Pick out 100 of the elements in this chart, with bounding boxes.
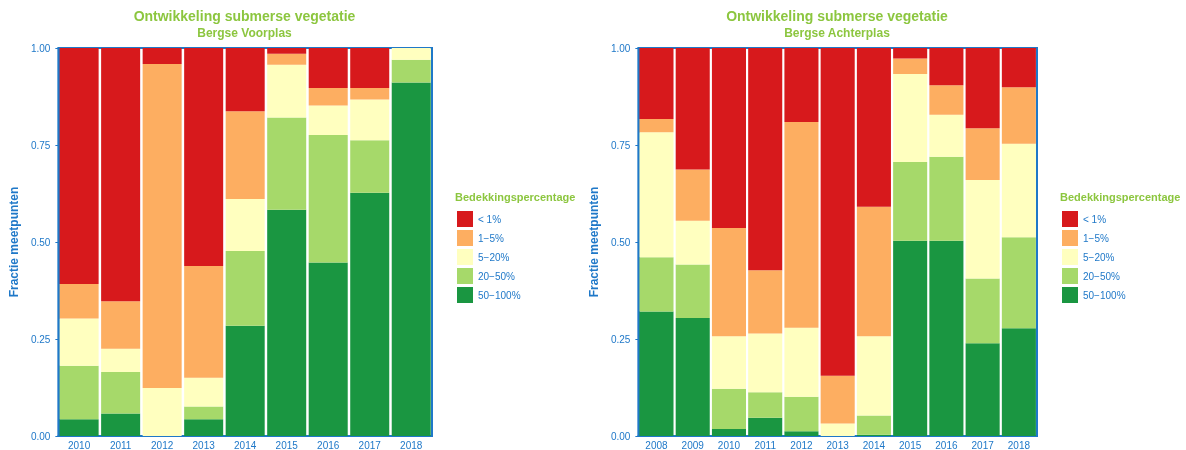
- legend-label: 5−20%: [478, 251, 510, 263]
- bar: [101, 48, 141, 302]
- x-tick-label: 2018: [400, 439, 423, 450]
- bar: [350, 99, 390, 141]
- bar: [639, 132, 674, 258]
- x-tick-label: 2014: [862, 439, 886, 450]
- bar: [965, 343, 1000, 436]
- bar: [142, 63, 182, 388]
- bar: [965, 179, 1000, 279]
- bar: [1001, 237, 1036, 329]
- bar: [225, 250, 265, 326]
- x-tick-label: 2017: [971, 439, 995, 450]
- bar: [856, 336, 891, 416]
- bar: [675, 48, 710, 170]
- bar: [639, 311, 674, 436]
- bar: [675, 264, 710, 319]
- y-tick-label: 0.00: [610, 430, 631, 442]
- bar: [748, 48, 783, 271]
- x-tick-label: 2008: [645, 439, 669, 450]
- bar: [59, 419, 99, 436]
- bar: [675, 169, 710, 221]
- legend-label: < 1%: [1083, 213, 1107, 225]
- bar: [748, 392, 783, 418]
- bar: [711, 228, 746, 337]
- legend-title: Bedekkingspercentage: [455, 190, 576, 203]
- bar: [308, 105, 348, 135]
- x-tick-label: 2017: [358, 439, 382, 450]
- bar: [784, 122, 819, 328]
- legend-label: 50−100%: [478, 289, 521, 301]
- bar: [639, 257, 674, 312]
- y-tick-label: 1.00: [610, 42, 631, 54]
- bar: [184, 406, 224, 420]
- x-tick-label: 2009: [681, 439, 705, 450]
- bar: [893, 162, 928, 241]
- bar: [856, 415, 891, 435]
- bar: [929, 48, 964, 86]
- bar: [965, 128, 1000, 180]
- chart-subtitle: Bergse Achterplas: [784, 26, 891, 40]
- bar: [225, 48, 265, 112]
- bar: [820, 423, 855, 436]
- bar: [184, 377, 224, 407]
- x-tick-label: 2011: [754, 439, 777, 450]
- x-tick-label: 2010: [717, 439, 741, 450]
- legend-label: < 1%: [478, 213, 502, 225]
- x-tick-label: 2016: [317, 439, 340, 450]
- bar: [893, 240, 928, 436]
- bar: [639, 119, 674, 133]
- bar: [929, 240, 964, 436]
- chart-subtitle: Bergse Voorplas: [197, 26, 293, 40]
- y-tick-label: 0.50: [610, 236, 631, 248]
- x-tick-label: 2010: [68, 439, 91, 450]
- y-tick-label: 0.00: [30, 430, 51, 442]
- bar: [142, 48, 182, 64]
- bar: [308, 262, 348, 436]
- bar: [350, 140, 390, 193]
- y-axis-title: Fractie meetpunten: [7, 186, 21, 298]
- bar: [784, 431, 819, 436]
- x-tick-label: 2018: [1007, 439, 1031, 450]
- bar: [350, 192, 390, 436]
- bar: [1001, 143, 1036, 238]
- bar: [711, 429, 746, 436]
- bar: [184, 419, 224, 436]
- legend-title: Bedekkingspercentage: [1060, 190, 1181, 203]
- bar: [225, 111, 265, 199]
- bar: [929, 85, 964, 115]
- bar: [893, 58, 928, 74]
- bar: [784, 327, 819, 397]
- legend-label: 5−20%: [1083, 251, 1115, 263]
- bar: [267, 117, 307, 210]
- bar: [748, 270, 783, 334]
- x-tick-label: 2016: [935, 439, 958, 450]
- bar: [856, 48, 891, 207]
- y-tick-label: 0.50: [30, 236, 51, 248]
- y-tick-label: 1.00: [30, 42, 51, 54]
- bar: [267, 48, 307, 54]
- bar: [267, 53, 307, 65]
- bar: [856, 206, 891, 337]
- bar: [59, 48, 99, 284]
- x-tick-label: 2011: [109, 439, 132, 450]
- bar: [929, 156, 964, 241]
- x-tick-label: 2012: [151, 439, 174, 450]
- legend-label: 20−50%: [478, 270, 516, 282]
- bar: [101, 371, 141, 414]
- bar: [748, 417, 783, 436]
- bar: [929, 114, 964, 157]
- bar: [59, 365, 99, 420]
- chart-title: Ontwikkeling submerse vegetatie: [726, 8, 949, 24]
- legend-label: 50−100%: [1083, 289, 1126, 301]
- bar: [142, 387, 182, 436]
- bar: [308, 87, 348, 106]
- bar: [101, 301, 141, 349]
- bar: [784, 396, 819, 432]
- bar: [350, 48, 390, 88]
- bar: [820, 48, 855, 376]
- bar: [711, 336, 746, 389]
- bar: [225, 198, 265, 251]
- bar: [893, 74, 928, 163]
- bar: [965, 278, 1000, 344]
- bar: [711, 388, 746, 430]
- bar: [101, 348, 141, 372]
